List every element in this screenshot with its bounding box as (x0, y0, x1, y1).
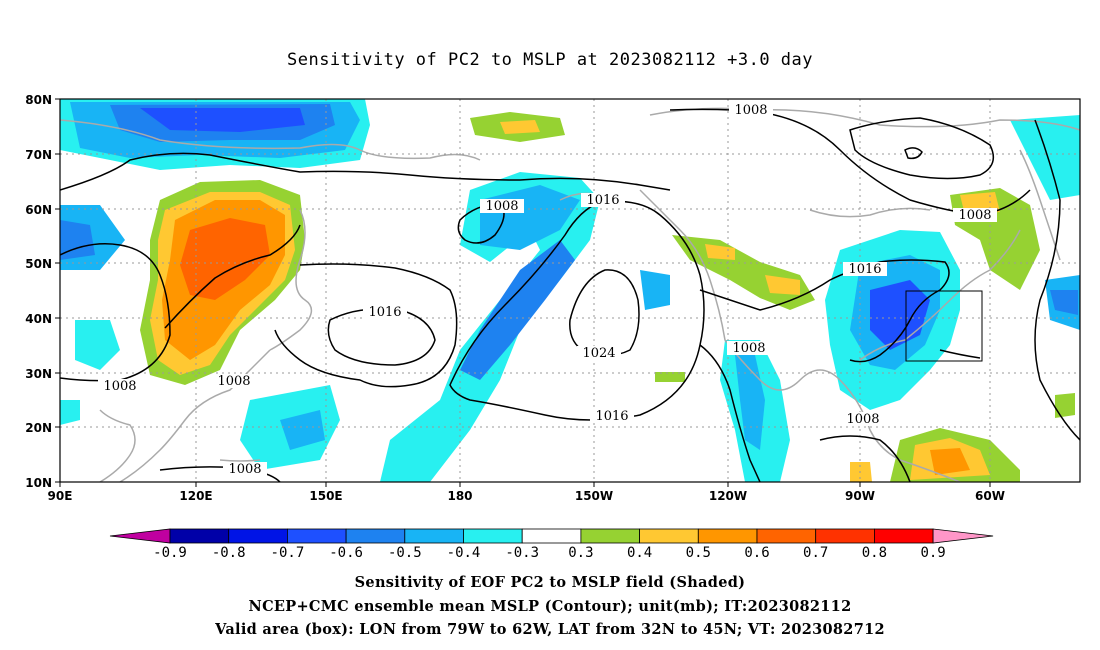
colorbar-arrow-left (109, 528, 171, 544)
contour-label-1008: 1008 (485, 199, 518, 214)
contour-label-1024: 1024 (582, 346, 615, 361)
colorbar-label: 0.3 (568, 545, 593, 561)
footer-line-2: NCEP+CMC ensemble mean MSLP (Contour); u… (248, 598, 852, 615)
shade-neg-west-2 (75, 320, 120, 370)
contour-labels: 1008 1008 1016 1008 1016 1016 1024 1008 … (98, 103, 997, 477)
page-title: Sensitivity of PC2 to MSLP at 2023082112… (286, 50, 813, 70)
shade-neg-west-3 (60, 400, 80, 425)
colorbar-label: 0.4 (627, 545, 652, 561)
colorbar-label: -0.9 (153, 545, 187, 561)
contour-label-1016: 1016 (595, 409, 628, 424)
lat-label: 20N (25, 421, 52, 435)
lon-label: 90E (48, 489, 73, 503)
shade-neg-cpac-small (640, 270, 670, 310)
contour-label-1008: 1008 (103, 379, 136, 394)
lat-label: 10N (25, 476, 52, 490)
colorbar-swatch (697, 528, 758, 544)
shade-pos-wpac-core (180, 218, 270, 300)
colorbar-swatch (345, 528, 406, 544)
shade-pos-carib-small (850, 462, 872, 482)
colorbar-swatch (404, 528, 464, 544)
shade-pos-atl-south (1055, 393, 1075, 418)
colorbar-swatch (815, 528, 875, 544)
grid (60, 99, 1080, 482)
colorbar-swatch (286, 528, 347, 544)
shade-neg-west-1-core (60, 220, 95, 260)
colorbar-swatch (580, 528, 641, 544)
colorbar-swatch (169, 528, 230, 544)
contour-label-1008: 1008 (734, 103, 767, 118)
lon-label: 120E (179, 489, 212, 503)
contour-label-1016: 1016 (848, 262, 881, 277)
colorbar-label: 0.9 (920, 545, 945, 561)
contour-label-1008: 1008 (732, 341, 765, 356)
shade-neg-atl-north (1010, 115, 1080, 200)
shade-neg-arctic-core (140, 108, 305, 132)
colorbar-label: -0.3 (505, 545, 539, 561)
shade-neg-atl-east-core (1050, 290, 1078, 315)
contour-label-1008: 1008 (846, 412, 879, 427)
contour-label-1016: 1016 (586, 193, 619, 208)
lon-label: 60W (975, 489, 1005, 503)
lat-label: 80N (25, 93, 52, 107)
colorbar-swatch (228, 528, 288, 544)
colorbar-label: 0.7 (803, 545, 828, 561)
lat-label: 60N (25, 203, 52, 217)
lon-label: 180 (447, 489, 472, 503)
axis-ticks (55, 98, 991, 487)
colorbar-label: 0.5 (686, 545, 711, 561)
colorbar-label: -0.4 (447, 545, 481, 561)
contour-label-1008: 1008 (228, 462, 261, 477)
shade-neg-epac-core (735, 355, 765, 450)
plot-frame (59, 98, 1081, 483)
lon-label: 150W (575, 489, 613, 503)
colorbar-label: -0.8 (212, 545, 246, 561)
colorbar-swatch (639, 528, 699, 544)
shade-neg-subtrop-west-core (280, 410, 325, 450)
footer-line-1: Sensitivity of EOF PC2 to MSLP field (Sh… (354, 574, 746, 591)
colorbar: -0.9 -0.8 -0.7 -0.6 -0.5 -0.4 -0.3 0.3 0.4 0.5 0.6… (109, 528, 994, 561)
colorbar-label: 0.8 (862, 545, 887, 561)
lat-label: 40N (25, 312, 52, 326)
contour-label-1016: 1016 (368, 305, 401, 320)
colorbar-label: 0.6 (744, 545, 769, 561)
lat-label: 70N (25, 148, 52, 162)
lon-label: 120W (709, 489, 747, 503)
colorbar-swatch (521, 528, 582, 544)
contour-label-1008: 1008 (958, 208, 991, 223)
lon-label: 150E (309, 489, 342, 503)
shade-pos-namerica-2 (765, 275, 800, 295)
footer-line-3: Valid area (box): LON from 79W to 62W, L… (215, 621, 885, 638)
lat-label: 30N (25, 367, 52, 381)
colorbar-swatch (874, 528, 934, 544)
colorbar-label: -0.6 (329, 545, 363, 561)
colorbar-label: -0.7 (271, 545, 305, 561)
lon-labels: 90E 120E 150E 180 150W 120W 90W 60W (48, 489, 1005, 503)
colorbar-swatch (463, 528, 523, 544)
shade-pos-small (655, 372, 685, 382)
colorbar-label: -0.5 (388, 545, 422, 561)
shade-pos-carib-orange (930, 448, 970, 475)
lon-label: 90W (845, 489, 875, 503)
shade-neg-cpac-core (460, 240, 575, 380)
colorbar-swatch (756, 528, 817, 544)
valid-area-box (905, 290, 983, 362)
lat-label: 50N (25, 257, 52, 271)
shade-pos-arctic-core (500, 120, 540, 134)
colorbar-arrow-right (932, 528, 994, 544)
lat-labels: 80N 70N 60N 50N 40N 30N 20N 10N (25, 93, 52, 490)
contour-label-1008: 1008 (217, 374, 250, 389)
